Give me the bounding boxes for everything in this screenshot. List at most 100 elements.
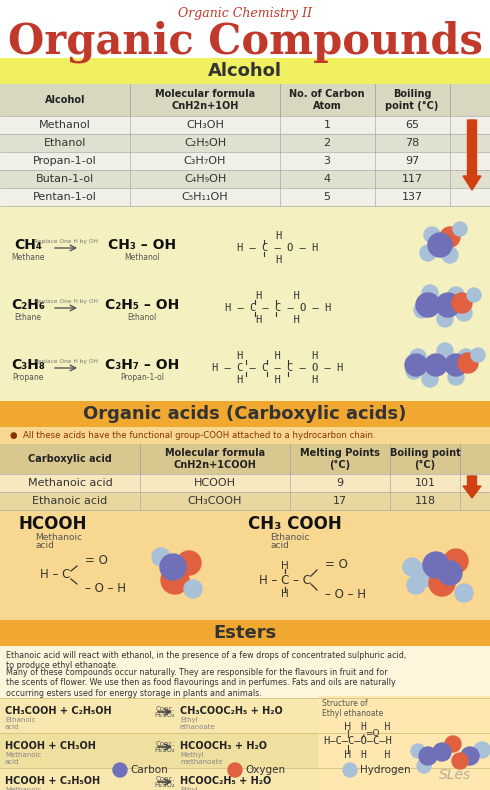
Text: Replace One H by OH: Replace One H by OH [34, 299, 98, 303]
Text: Ethanoic
acid: Ethanoic acid [5, 717, 35, 730]
Text: Organic Compounds: Organic Compounds [7, 21, 483, 63]
Text: Propan-1-ol: Propan-1-ol [120, 374, 164, 382]
Text: = O: = O [85, 555, 108, 567]
Circle shape [152, 548, 170, 566]
Text: Hydrogen: Hydrogen [360, 765, 411, 775]
Text: C₂H₆: C₂H₆ [11, 298, 45, 312]
Text: H: H [344, 750, 352, 760]
Text: Melting Points
(°C): Melting Points (°C) [300, 448, 380, 470]
Text: 2: 2 [323, 138, 331, 148]
Circle shape [113, 763, 127, 777]
Text: Methanoic: Methanoic [35, 532, 82, 541]
Circle shape [424, 227, 440, 243]
Circle shape [425, 354, 447, 376]
Text: Molecular formula
CnH2n+1COOH: Molecular formula CnH2n+1COOH [165, 448, 265, 470]
Text: HCOOC₂H₅ + H₂O: HCOOC₂H₅ + H₂O [180, 776, 271, 786]
Text: Organic acids (Carboxylic acids): Organic acids (Carboxylic acids) [83, 405, 407, 423]
Circle shape [417, 759, 431, 773]
Bar [0, 646, 490, 790]
Text: ●  All these acids have the functional group-COOH attached to a hydrocarbon chai: ● All these acids have the functional gr… [10, 431, 376, 440]
Text: H – C – C – O – H: H – C – C – O – H [225, 303, 331, 313]
Text: H – C: H – C [40, 569, 70, 581]
Circle shape [403, 558, 421, 576]
Text: H–C–C–O–C–H: H–C–C–O–C–H [323, 736, 392, 746]
Circle shape [414, 302, 430, 318]
Text: 97: 97 [405, 156, 419, 166]
Text: – O – H: – O – H [325, 588, 366, 600]
Circle shape [428, 233, 452, 257]
Text: H     H: H H [256, 291, 300, 301]
Circle shape [461, 747, 479, 765]
Text: H   H: H H [361, 750, 391, 760]
Text: HCOOH + C₂H₅OH: HCOOH + C₂H₅OH [5, 776, 100, 786]
Text: CH₃COOH: CH₃COOH [188, 496, 242, 506]
Bar [318, 696, 490, 790]
Text: Boiling
point (°C): Boiling point (°C) [385, 89, 439, 111]
Text: H₂SO₄: H₂SO₄ [155, 782, 175, 788]
Bar [0, 733, 490, 768]
Text: Structure of
Ethyl ethanoate: Structure of Ethyl ethanoate [322, 699, 383, 718]
Text: HCOOH: HCOOH [18, 515, 87, 533]
Text: H – C – C – C – O – H: H – C – C – C – O – H [212, 363, 343, 373]
Text: Replace One H by OH: Replace One H by OH [34, 359, 98, 363]
Circle shape [160, 554, 186, 580]
Circle shape [405, 354, 427, 376]
Text: Pentan-1-ol: Pentan-1-ol [33, 192, 97, 202]
Text: Carboxylic acid: Carboxylic acid [28, 454, 112, 464]
Circle shape [452, 753, 468, 769]
Circle shape [177, 551, 201, 575]
Text: H₂SO₄: H₂SO₄ [155, 712, 175, 718]
Text: Ethanoic: Ethanoic [270, 532, 309, 541]
Circle shape [343, 763, 357, 777]
Text: 65: 65 [405, 120, 419, 130]
Bar [0, 206, 490, 401]
Text: Many of these compounds occur naturally. They are responsible for the flavours i: Many of these compounds occur naturally.… [6, 668, 396, 698]
Text: C₅H₁₁OH: C₅H₁₁OH [182, 192, 228, 202]
Circle shape [456, 305, 472, 321]
Circle shape [458, 349, 474, 365]
Circle shape [448, 287, 464, 303]
Text: Conc.: Conc. [155, 776, 175, 782]
Text: H: H [281, 561, 289, 571]
Text: C₃H₇OH: C₃H₇OH [184, 156, 226, 166]
Bar [0, 58, 490, 84]
Text: = O: = O [325, 558, 348, 570]
Text: 118: 118 [415, 496, 436, 506]
Text: C₂H₅OH: C₂H₅OH [184, 138, 226, 148]
Text: Molecular formula
CnH2n+1OH: Molecular formula CnH2n+1OH [155, 89, 255, 111]
Text: CH₃OH: CH₃OH [186, 120, 224, 130]
Circle shape [419, 747, 437, 765]
Bar [0, 620, 490, 646]
Text: C₂H₅ – OH: C₂H₅ – OH [105, 298, 179, 312]
Text: HCOOCH₃ + H₂O: HCOOCH₃ + H₂O [180, 741, 267, 751]
Circle shape [442, 247, 458, 263]
FancyArrow shape [463, 476, 481, 498]
Bar [0, 427, 490, 444]
Text: H: H [275, 255, 281, 265]
Text: H₂SO₄: H₂SO₄ [155, 747, 175, 753]
Text: H: H [275, 231, 281, 241]
Text: Propan-1-ol: Propan-1-ol [33, 156, 97, 166]
Circle shape [407, 576, 425, 594]
Circle shape [437, 311, 453, 327]
Circle shape [422, 371, 438, 387]
Text: CH₃COOH + C₂H₅OH: CH₃COOH + C₂H₅OH [5, 706, 112, 716]
Text: Conc.: Conc. [155, 741, 175, 747]
Bar [0, 768, 490, 790]
Text: CH₃ – OH: CH₃ – OH [108, 238, 176, 252]
Circle shape [445, 736, 461, 752]
Text: Methane: Methane [11, 254, 45, 262]
Text: Methyl
methanoate: Methyl methanoate [180, 752, 222, 765]
Bar [0, 134, 490, 152]
Circle shape [410, 349, 426, 365]
Circle shape [467, 288, 481, 302]
Text: Esters: Esters [213, 624, 277, 642]
Circle shape [458, 353, 478, 373]
Text: Boiling point
(°C): Boiling point (°C) [390, 448, 461, 470]
Text: 4: 4 [323, 174, 331, 184]
Bar [0, 84, 490, 116]
Text: No. of Carbon
Atom: No. of Carbon Atom [289, 89, 365, 111]
Bar [0, 444, 490, 474]
Text: acid: acid [270, 541, 289, 551]
Text: H     H: H H [256, 315, 300, 325]
